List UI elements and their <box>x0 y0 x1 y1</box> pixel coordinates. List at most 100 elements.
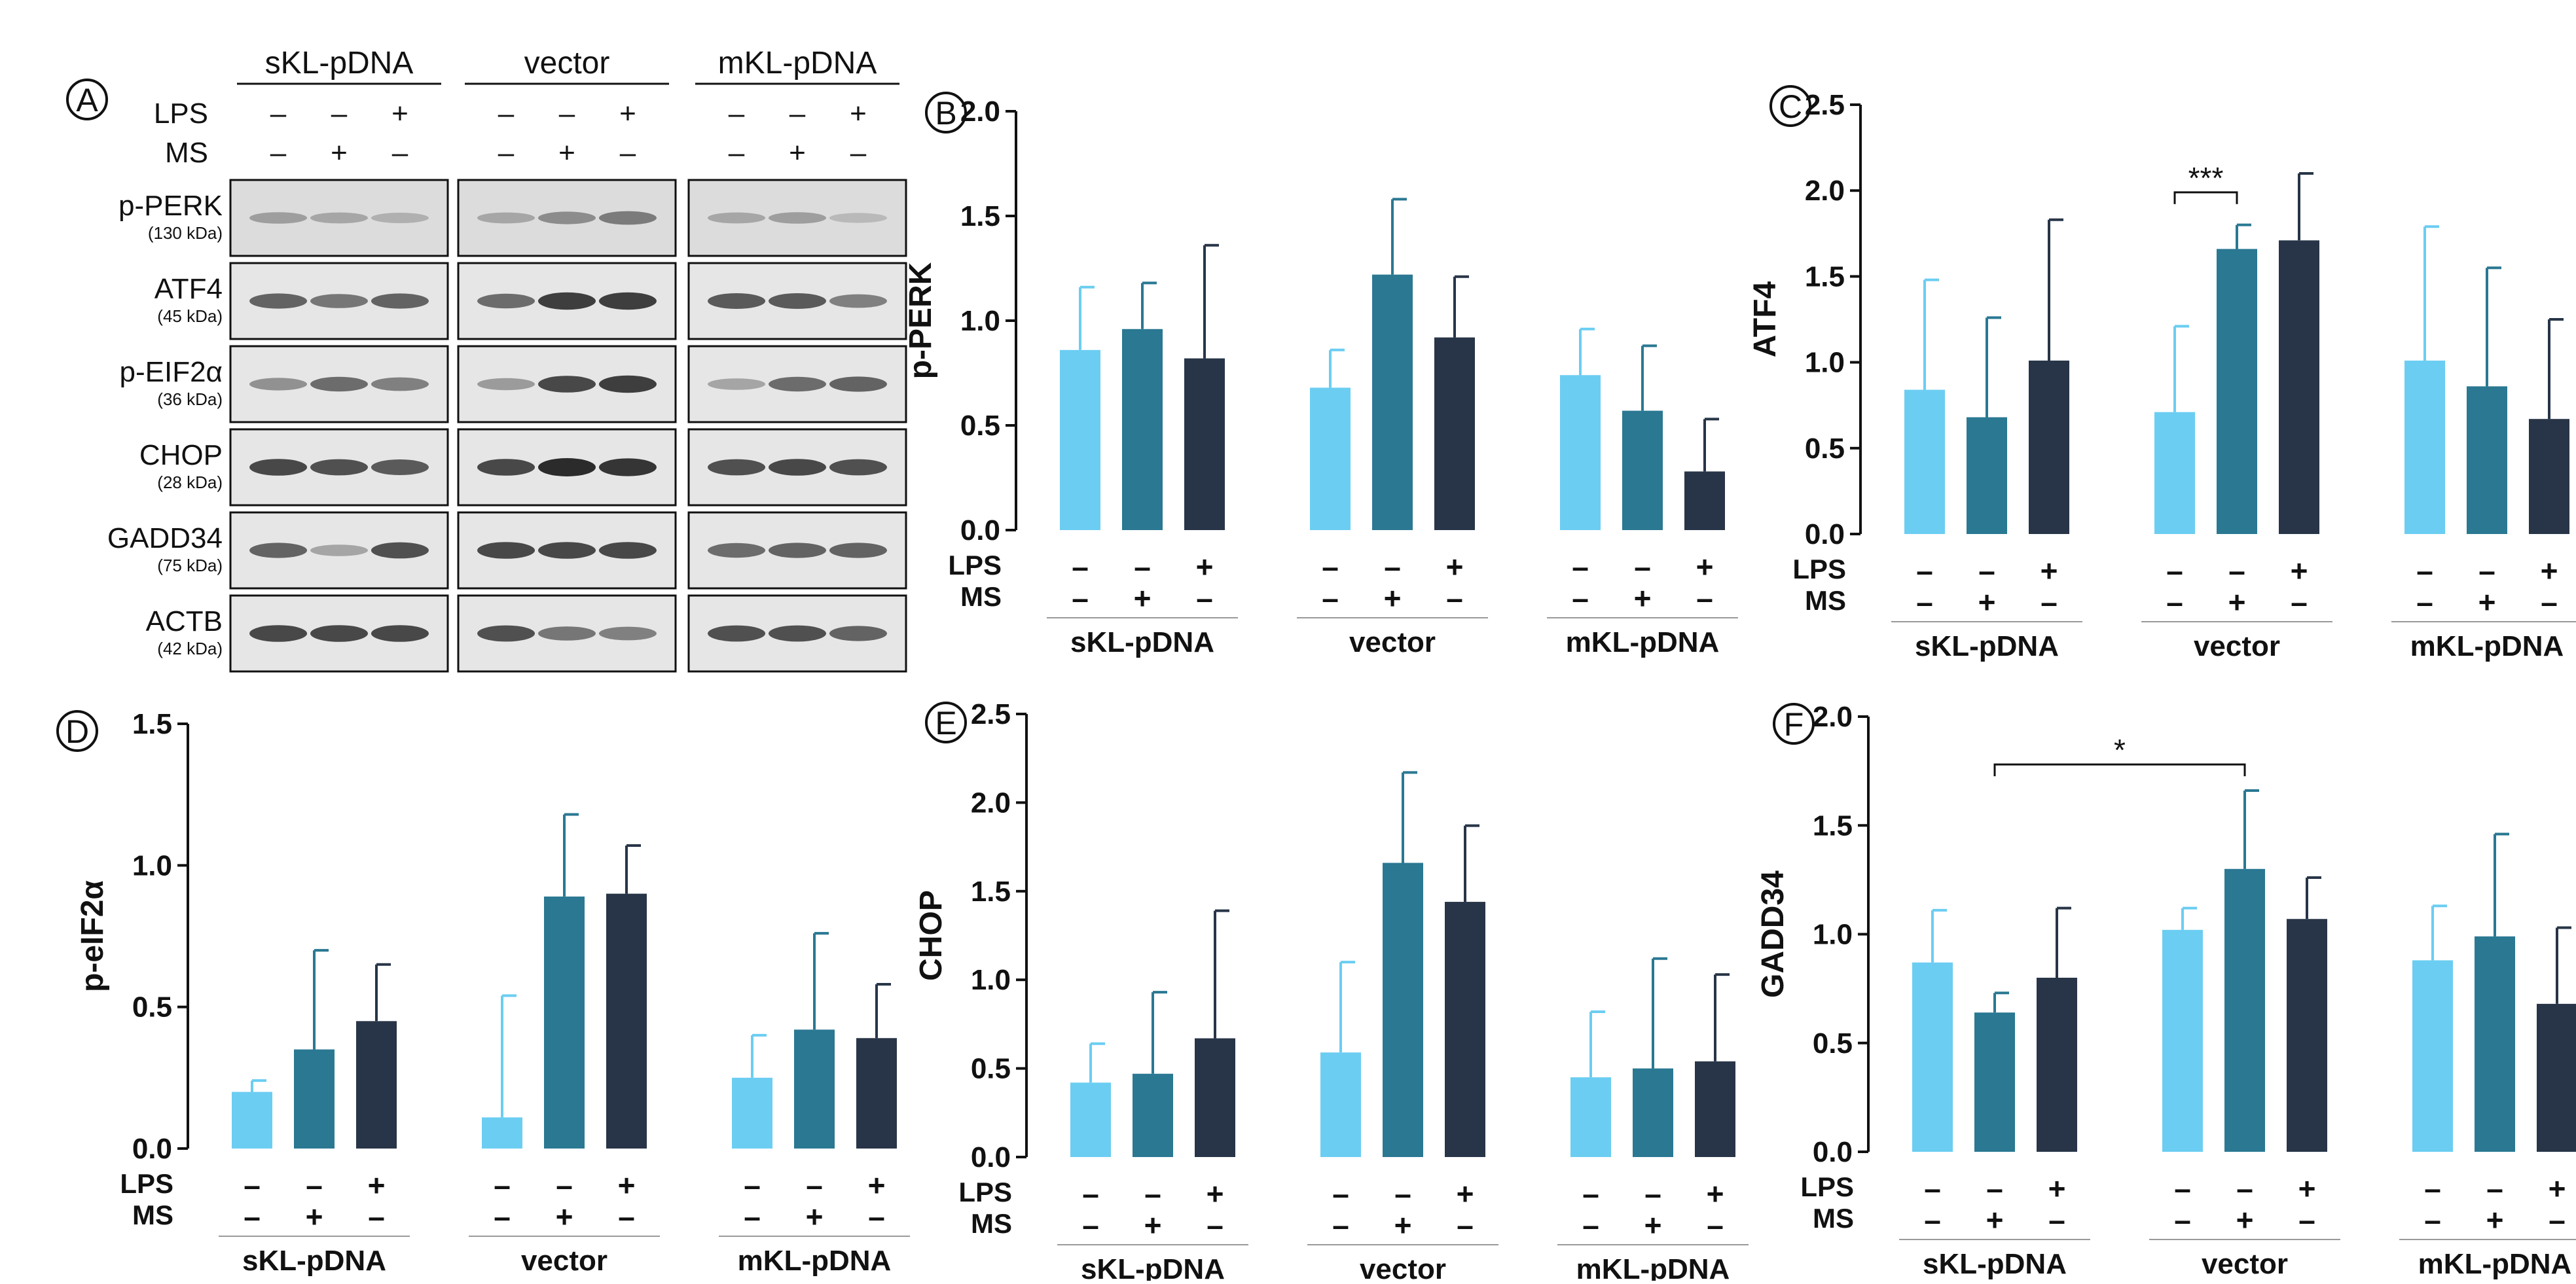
bar-control <box>1070 1082 1111 1157</box>
bar-ms <box>1133 1073 1173 1157</box>
blot-membrane <box>687 179 907 257</box>
bar-control <box>1904 389 1945 534</box>
blot-band <box>829 626 887 641</box>
bar-ms <box>1974 1012 2015 1152</box>
bar-lps <box>606 893 647 1149</box>
bar-control <box>2154 412 2195 534</box>
bar-ms <box>1967 417 2007 534</box>
blot-band <box>249 625 308 642</box>
y-tick-label: 0.0 <box>971 1141 1011 1173</box>
blot-band <box>829 459 887 476</box>
bar-control <box>232 1092 272 1149</box>
y-tick-label: 2.0 <box>1813 701 1853 733</box>
blot-band <box>249 378 308 391</box>
ms-sign: + <box>1986 1203 2004 1237</box>
lps-sign: + <box>2048 1171 2066 1205</box>
blot-membrane <box>229 345 449 423</box>
ms-sign: – <box>2291 585 2308 619</box>
group-label: sKL-pDNA <box>1915 630 2059 662</box>
y-tick-label: 0.5 <box>1813 1027 1853 1060</box>
group-label: sKL-pDNA <box>1081 1253 1225 1281</box>
bar-ms <box>1383 863 1423 1157</box>
y-tick-label: 2.0 <box>960 96 1000 128</box>
blot-membrane <box>229 428 449 507</box>
y-axis-title: p-PERK <box>903 262 938 379</box>
ms-sign: – <box>1457 1208 1474 1242</box>
ms-sign: – <box>2298 1203 2315 1237</box>
blot-band <box>371 459 429 475</box>
group-label: vector <box>2202 1248 2288 1280</box>
lps-sign: – <box>1582 1177 1599 1211</box>
blot-band <box>538 376 596 393</box>
ms-sign: – <box>1446 581 1463 615</box>
ms-sign: – <box>1582 1208 1599 1242</box>
bar-ms <box>2217 249 2257 534</box>
bar-lps <box>2537 1003 2576 1152</box>
ms-sign: – <box>744 1200 761 1234</box>
y-tick-label: 1.5 <box>1813 810 1853 842</box>
blot-membrane <box>457 179 677 257</box>
y-tick-label: 0.0 <box>960 514 1000 546</box>
blot-membrane <box>457 511 677 590</box>
blot-band <box>769 625 826 642</box>
lps-row-label: LPS <box>958 1177 1012 1207</box>
y-tick-label: 0.5 <box>132 991 172 1024</box>
chart-panel-e: E0.00.51.01.52.02.5CHOPLPSMS–––++–sKL-pD… <box>914 698 1749 1284</box>
blot-group-label: vector <box>524 46 610 80</box>
blot-band <box>249 459 308 476</box>
blot-membrane <box>229 262 449 340</box>
ms-sign: + <box>1644 1208 1662 1242</box>
panel-a-label: A <box>66 79 108 120</box>
blot-band <box>829 543 887 558</box>
lps-sign: – <box>1322 550 1339 584</box>
ms-sign: + <box>1134 581 1152 615</box>
blot-membrane-frame <box>687 179 907 257</box>
blot-kda-label: (42 kDa) <box>157 639 223 658</box>
blot-band <box>371 213 429 223</box>
ms-row-label: MS <box>132 1200 173 1230</box>
ms-sign: + <box>1978 585 1996 619</box>
blot-band <box>477 625 535 642</box>
panel-label-letter: E <box>935 705 956 741</box>
significance-label: *** <box>2188 161 2224 195</box>
lps-sign: – <box>1384 550 1401 584</box>
bar-control <box>1560 375 1601 530</box>
blot-band <box>598 375 657 393</box>
blot-membrane <box>457 262 677 340</box>
y-tick-label: 2.5 <box>1805 89 1845 121</box>
lps-sign: – <box>556 1168 573 1202</box>
bar-lps <box>1195 1038 1235 1157</box>
blot-band <box>477 542 535 559</box>
significance-label: * <box>2114 733 2126 767</box>
lps-sign: + <box>2541 554 2558 588</box>
bar-lps <box>856 1038 897 1149</box>
blot-band <box>371 377 429 391</box>
blot-protein-label: p-EIF2α <box>120 356 223 388</box>
panel-label: B <box>925 92 967 134</box>
ms-sign: + <box>2236 1203 2254 1237</box>
ms-sign: – <box>1707 1208 1724 1242</box>
lps-sign: – <box>1082 1177 1099 1211</box>
panel-label: C <box>1769 85 1811 127</box>
ms-row-label: MS <box>971 1208 1012 1239</box>
y-tick-label: 1.5 <box>1805 260 1845 293</box>
blot-membrane <box>229 511 449 590</box>
bar-lps <box>2529 419 2569 534</box>
y-tick-label: 2.0 <box>1805 175 1845 207</box>
ms-sign: – <box>2174 1203 2191 1237</box>
ms-sign: – <box>1196 581 1213 615</box>
bar-ms <box>1372 274 1413 530</box>
ms-sign: – <box>1916 585 1933 619</box>
blot-membrane <box>457 594 677 673</box>
ms-sign: + <box>2486 1203 2504 1237</box>
ms-sign: – <box>494 1200 511 1234</box>
blot-lps-label: LPS <box>154 98 208 130</box>
blot-lps-sign: + <box>850 98 867 130</box>
blot-band <box>538 626 596 641</box>
ms-sign: – <box>1924 1203 1941 1237</box>
bar-control <box>1570 1077 1611 1157</box>
lps-row-label: LPS <box>1800 1171 1854 1202</box>
y-tick-label: 1.0 <box>1813 919 1853 951</box>
chart-panel-c: C0.00.51.01.52.02.5ATF4***LPSMS–––++–sKL… <box>1748 85 2576 662</box>
blot-ms-sign: + <box>331 137 348 169</box>
